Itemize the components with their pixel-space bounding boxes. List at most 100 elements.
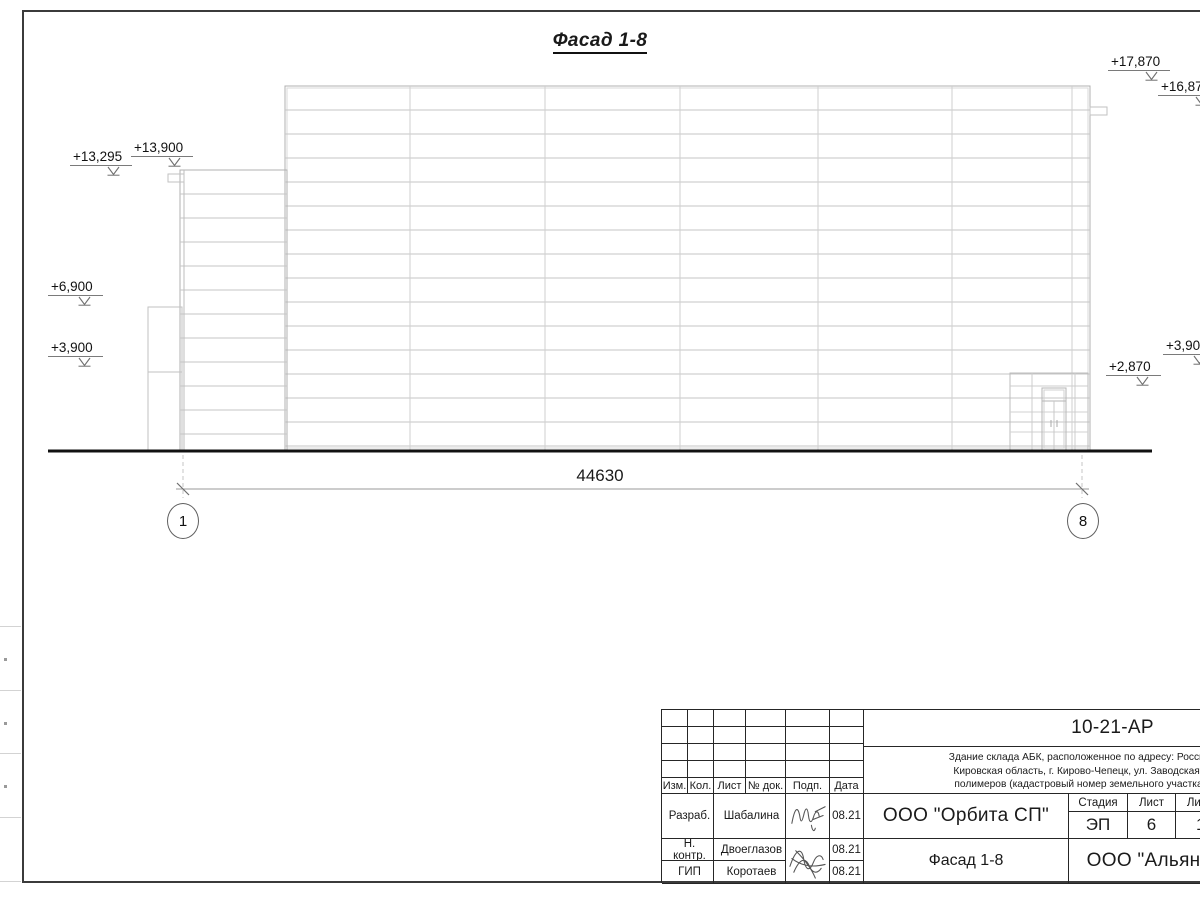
fragment-row xyxy=(0,818,21,882)
rev-blank-cell[interactable] xyxy=(662,710,688,727)
stage-value-list: 6 xyxy=(1128,812,1176,839)
elevation-value: +3,900 xyxy=(1166,338,1200,353)
date-gip: 08.21 xyxy=(830,861,864,884)
client-organisation: ООО "Альянс" xyxy=(1069,839,1200,884)
elev-6900: +6,900 xyxy=(48,279,103,306)
fragment-row xyxy=(0,754,21,818)
rev-blank-cell[interactable] xyxy=(714,761,746,778)
parapet-cap-right xyxy=(1089,106,1108,116)
axis-bubble-1[interactable]: 1 xyxy=(167,503,199,539)
elevation-underline xyxy=(48,295,103,297)
elev-17870: +17,870 xyxy=(1108,54,1170,81)
elevation-value: +6,900 xyxy=(51,279,93,294)
signature-razrab[interactable] xyxy=(786,794,830,839)
elevation-value: +13,900 xyxy=(134,140,184,155)
rev-blank-cell[interactable] xyxy=(746,744,786,761)
left-partial-table-fragment xyxy=(0,626,21,882)
rev-blank-cell[interactable] xyxy=(830,727,864,744)
signature-gip[interactable] xyxy=(786,839,830,884)
rev-blank-cell[interactable] xyxy=(714,710,746,727)
elevation-underline xyxy=(48,356,103,358)
elev-16870: +16,870 xyxy=(1158,79,1200,106)
rev-blank-cell[interactable] xyxy=(746,761,786,778)
rev-blank-cell[interactable] xyxy=(746,710,786,727)
date-nkontr: 08.21 xyxy=(830,839,864,861)
elevation-underline xyxy=(70,165,132,167)
fragment-row xyxy=(0,691,21,754)
elevation-value: +13,295 xyxy=(73,149,123,164)
elevation-value: +17,870 xyxy=(1111,54,1161,69)
rev-blank-cell[interactable] xyxy=(786,744,830,761)
sheet-border-top xyxy=(22,10,1200,12)
entrance-vestibule xyxy=(1009,372,1089,451)
elevation-underline xyxy=(1158,95,1200,97)
rev-blank-cell[interactable] xyxy=(786,710,830,727)
rev-blank-cell[interactable] xyxy=(830,761,864,778)
elevation-value: +16,870 xyxy=(1161,79,1200,94)
rev-blank-cell[interactable] xyxy=(830,744,864,761)
elev-13295: +13,295 xyxy=(70,149,132,176)
stage-header-stadiya: Стадия xyxy=(1069,794,1128,812)
role-gip: ГИП xyxy=(662,861,714,884)
rev-blank-cell[interactable] xyxy=(662,761,688,778)
rev-blank-cell[interactable] xyxy=(714,727,746,744)
rev-blank-cell[interactable] xyxy=(662,727,688,744)
left-porch-volume xyxy=(147,306,183,451)
elev-3900: +3,900 xyxy=(48,340,103,367)
rev-blank-cell[interactable] xyxy=(688,710,714,727)
object-description: Здание склада АБК, расположенное по адре… xyxy=(864,747,1200,794)
elevation-value: +2,870 xyxy=(1109,359,1151,374)
stage-header-listov: Листов xyxy=(1176,794,1200,812)
surname-dvoeglazov: Двоеглазов xyxy=(714,839,786,861)
role-nkontr: Н. контр. xyxy=(662,839,714,861)
rev-blank-cell[interactable] xyxy=(662,744,688,761)
rev-blank-cell[interactable] xyxy=(786,727,830,744)
surname-shabalina: Шабалина xyxy=(714,794,786,839)
elev-13900: +13,900 xyxy=(131,140,193,167)
sheet-name: Фасад 1-8 xyxy=(864,839,1069,884)
role-razrab: Разраб. xyxy=(662,794,714,839)
elev-2870: +2,870 xyxy=(1106,359,1161,386)
elevation-underline xyxy=(131,156,193,158)
fragment-row xyxy=(0,627,21,691)
fragment-tick xyxy=(4,658,7,662)
fragment-tick xyxy=(4,785,7,789)
designer-organisation: ООО "Орбита СП" xyxy=(864,794,1069,839)
rev-blank-cell[interactable] xyxy=(830,710,864,727)
stage-header-list: Лист xyxy=(1128,794,1176,812)
title-block: Изм. Кол. Лист № док. Подп. Дата Разраб.… xyxy=(661,709,1200,884)
col-header-podp: Подп. xyxy=(786,778,830,794)
facade-low-block xyxy=(179,169,288,451)
rev-blank-cell[interactable] xyxy=(688,744,714,761)
col-header-ndok: № док. xyxy=(746,778,786,794)
stage-value-stadiya: ЭП xyxy=(1069,812,1128,839)
overall-dimension-line xyxy=(176,455,1089,498)
rev-blank-cell[interactable] xyxy=(714,744,746,761)
col-header-kol: Кол. xyxy=(688,778,714,794)
drawing-title-text: Фасад 1-8 xyxy=(552,30,648,54)
rev-blank-cell[interactable] xyxy=(786,761,830,778)
drawing-code: 10-21-АР xyxy=(864,710,1200,747)
sheet-border-bottom xyxy=(22,881,1200,883)
elevation-underline xyxy=(1106,375,1161,377)
stage-value-listov: 17 xyxy=(1176,812,1200,839)
overall-dimension-label: 44630 xyxy=(576,466,624,485)
entrance-door xyxy=(1041,387,1067,451)
sheet-border-left xyxy=(22,10,24,883)
rev-blank-cell[interactable] xyxy=(688,727,714,744)
axis-bubble-8[interactable]: 8 xyxy=(1067,503,1099,539)
rev-blank-cell[interactable] xyxy=(746,727,786,744)
drawing-title: Фасад 1-8 xyxy=(0,30,1200,54)
date-razrab: 08.21 xyxy=(830,794,864,839)
col-header-izm: Изм. xyxy=(662,778,688,794)
elevation-underline xyxy=(1163,354,1200,356)
rev-blank-cell[interactable] xyxy=(688,761,714,778)
col-header-list: Лист xyxy=(714,778,746,794)
facade-high-block xyxy=(284,85,1091,451)
elevation-value: +3,900 xyxy=(51,340,93,355)
parapet-cap-left xyxy=(167,173,185,183)
surname-korotaev: Коротаев xyxy=(714,861,786,884)
col-header-data: Дата xyxy=(830,778,864,794)
